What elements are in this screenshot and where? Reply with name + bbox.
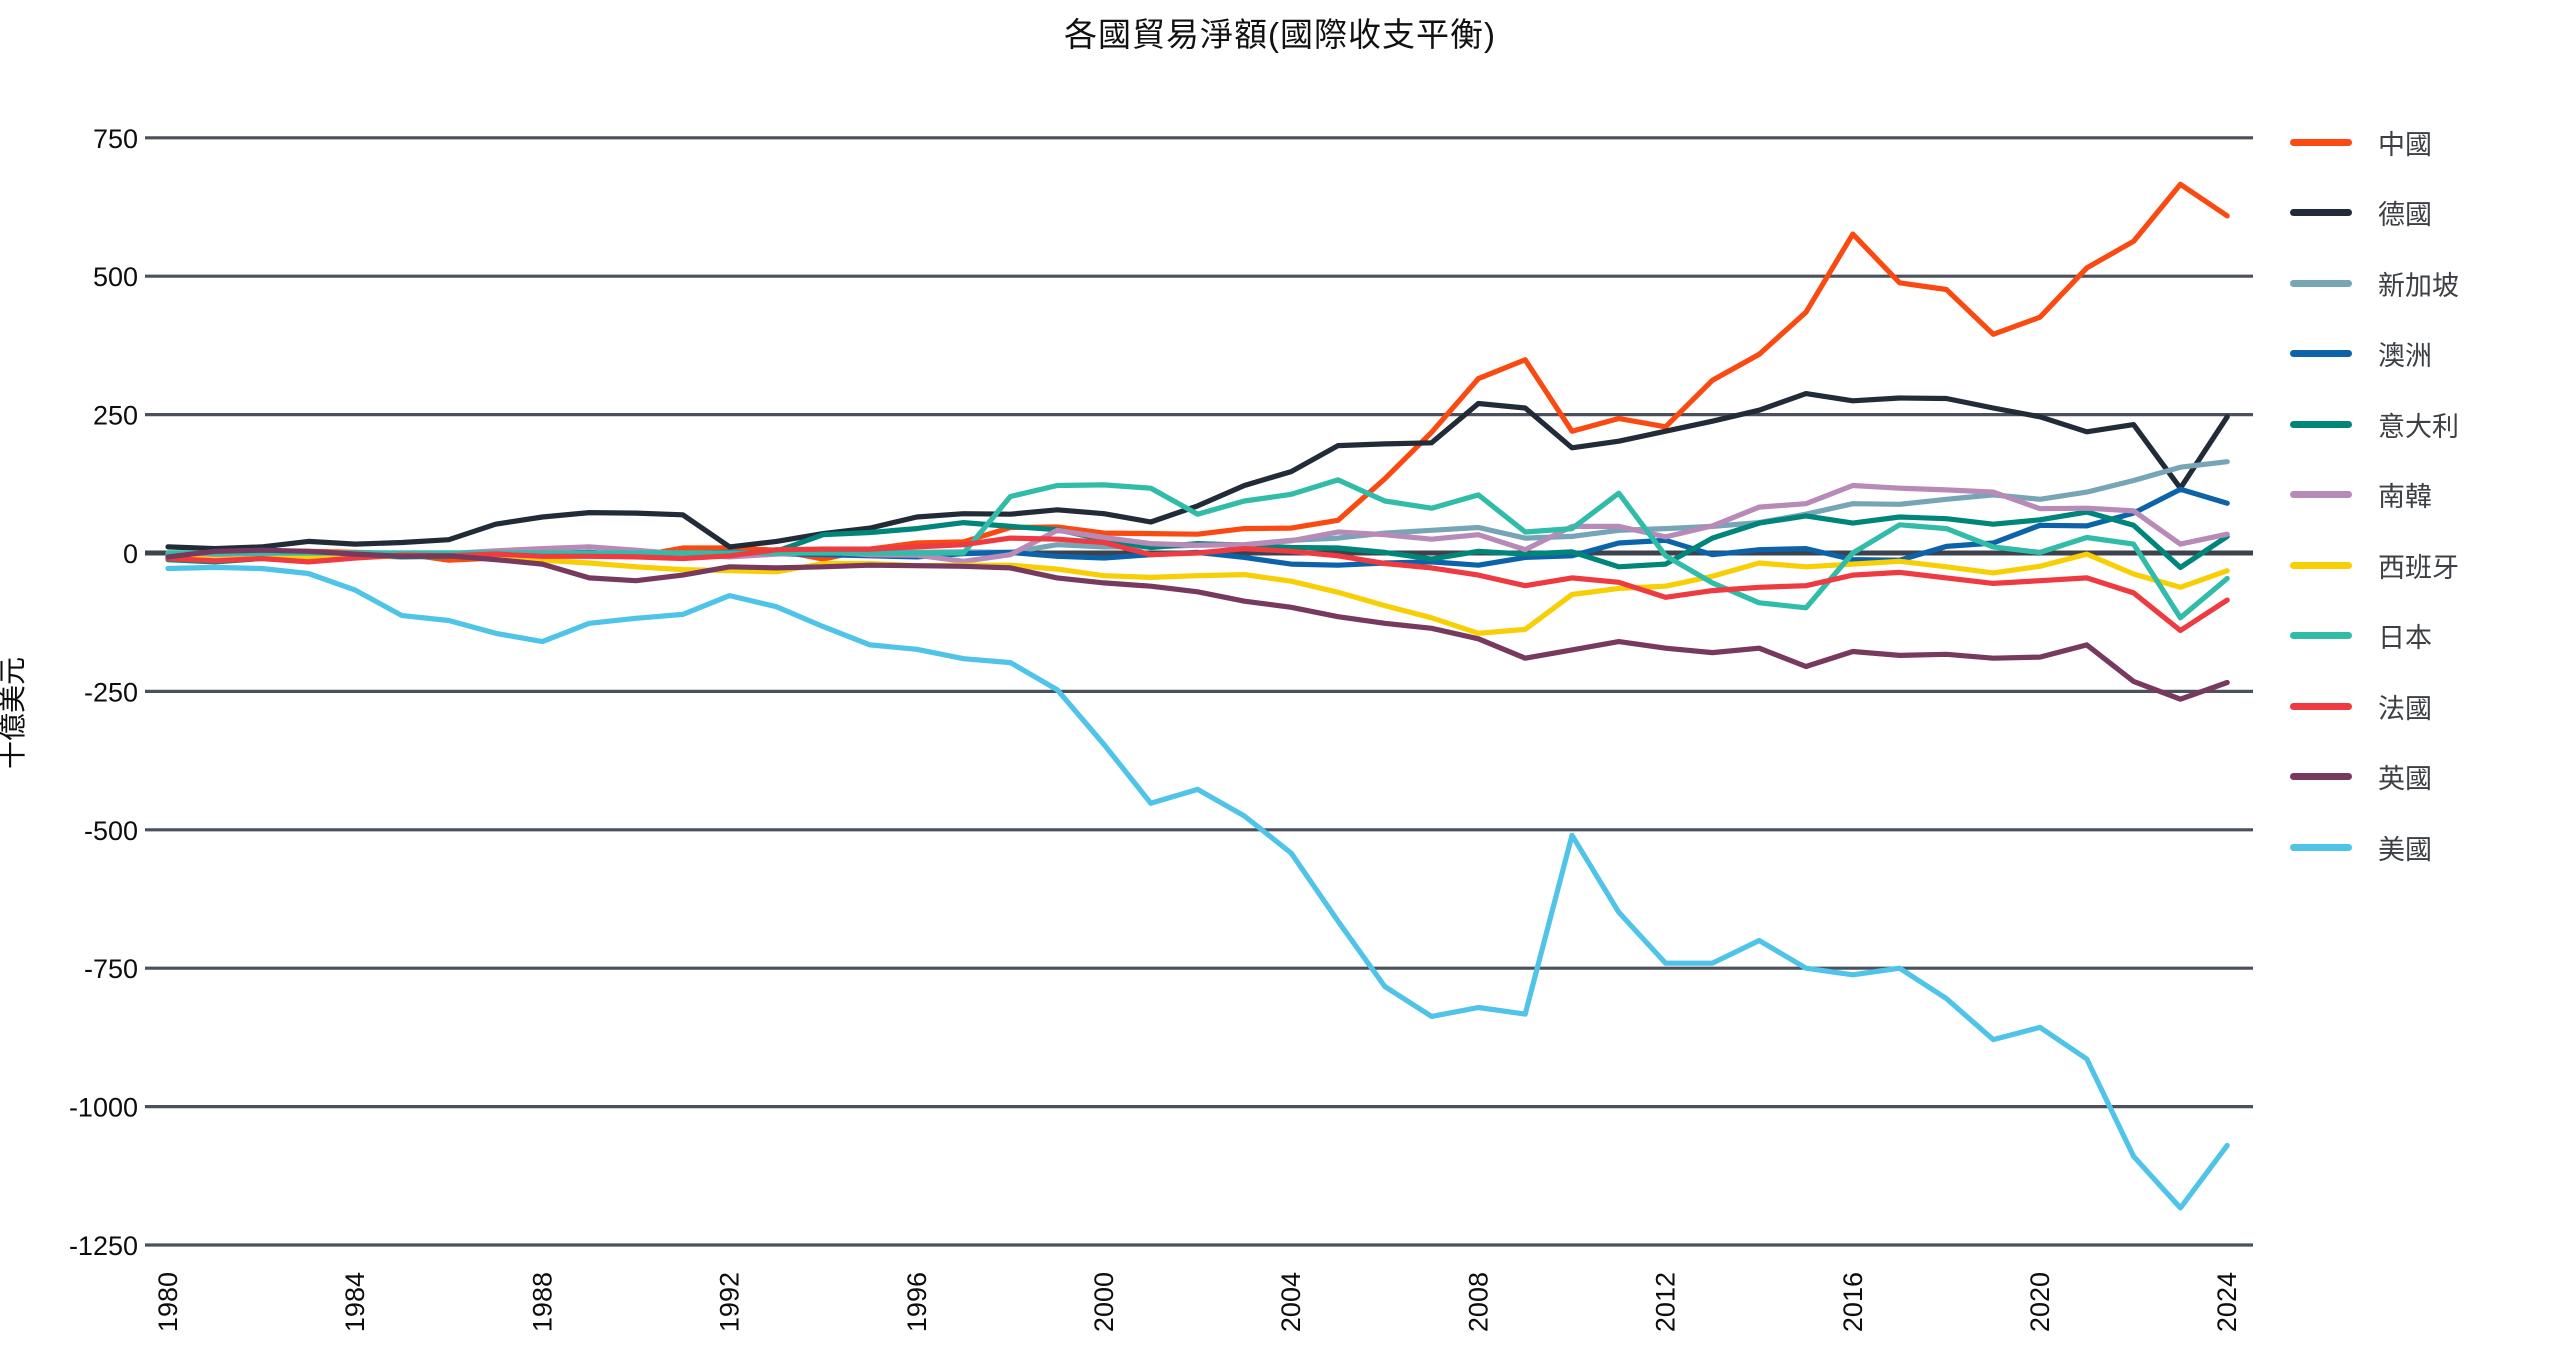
x-tick-label: 1992	[715, 1272, 745, 1332]
x-tick-label: 2000	[1089, 1272, 1119, 1332]
y-tick-label: -1250	[69, 1231, 138, 1261]
line-germany	[165, 391, 2230, 552]
y-tick-label: 750	[93, 124, 138, 154]
y-tick-label: 500	[93, 262, 138, 292]
x-axis-tick-labels: 1980 1984 1988 1992 1996 2000 2004 2008 2012 2016…	[153, 1272, 2242, 1332]
y-tick-label: -750	[84, 954, 138, 984]
line-france	[165, 535, 2230, 634]
gridlines	[145, 136, 2253, 1247]
y-axis-tick-labels: 750 500 250 0 -250 -500 -750 -1000 -1250	[69, 124, 138, 1261]
line-spain	[165, 551, 2230, 636]
x-tick-label: 2012	[1651, 1272, 1681, 1332]
line-usa	[165, 564, 2230, 1211]
y-tick-label: 0	[123, 539, 138, 569]
x-tick-label: 1984	[340, 1272, 370, 1332]
x-tick-label: 2016	[1838, 1272, 1868, 1332]
y-tick-label: 250	[93, 401, 138, 431]
data-series-lines	[165, 181, 2230, 1211]
y-tick-label: -1000	[69, 1093, 138, 1123]
x-tick-label: 2008	[1463, 1272, 1493, 1332]
x-tick-label: 1996	[902, 1272, 932, 1332]
line-uk	[165, 547, 2230, 702]
y-axis-title: 十億美元	[0, 657, 28, 769]
x-tick-label: 1980	[153, 1272, 183, 1332]
x-tick-label: 2020	[2025, 1272, 2055, 1332]
y-tick-label: -500	[84, 816, 138, 846]
y-tick-label: -250	[84, 677, 138, 707]
x-tick-label: 2004	[1276, 1272, 1306, 1332]
line-south-korea	[165, 482, 2230, 564]
chart-title: 各國貿易淨額(國際收支平衡)	[1064, 16, 1496, 53]
x-tick-label: 1988	[527, 1272, 557, 1332]
x-tick-label: 2024	[2212, 1272, 2242, 1332]
